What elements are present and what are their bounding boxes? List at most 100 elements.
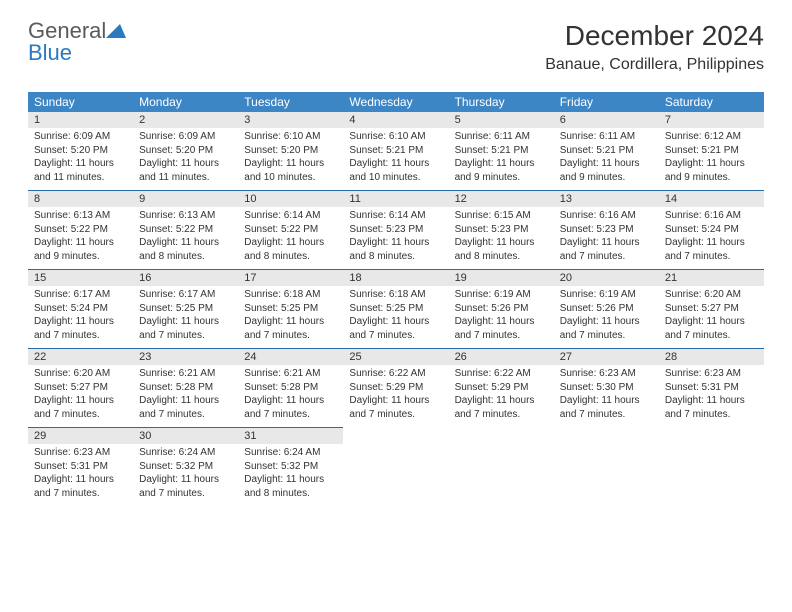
daylight-text-2: and 7 minutes. xyxy=(349,329,442,343)
daylight-text-1: Daylight: 11 hours xyxy=(34,394,127,408)
daylight-text-1: Daylight: 11 hours xyxy=(34,157,127,171)
sunset-text: Sunset: 5:25 PM xyxy=(349,302,442,316)
daylight-text-2: and 7 minutes. xyxy=(139,487,232,501)
date-number-cell: 2 xyxy=(133,112,238,128)
date-content-cell: Sunrise: 6:24 AMSunset: 5:32 PMDaylight:… xyxy=(238,444,343,506)
daylight-text-2: and 11 minutes. xyxy=(139,171,232,185)
date-number-cell: 9 xyxy=(133,191,238,208)
date-number-cell: 19 xyxy=(449,270,554,287)
date-content-row: Sunrise: 6:17 AMSunset: 5:24 PMDaylight:… xyxy=(28,286,764,349)
daylight-text-1: Daylight: 11 hours xyxy=(244,394,337,408)
daylight-text-1: Daylight: 11 hours xyxy=(349,315,442,329)
sunrise-text: Sunrise: 6:11 AM xyxy=(455,130,548,144)
brand-logo: General Blue xyxy=(28,20,126,64)
sunrise-text: Sunrise: 6:22 AM xyxy=(349,367,442,381)
daylight-text-1: Daylight: 11 hours xyxy=(560,315,653,329)
date-content-cell: Sunrise: 6:14 AMSunset: 5:23 PMDaylight:… xyxy=(343,207,448,270)
date-number-cell: 3 xyxy=(238,112,343,128)
day-header: Saturday xyxy=(659,92,764,112)
sunset-text: Sunset: 5:26 PM xyxy=(560,302,653,316)
daylight-text-2: and 7 minutes. xyxy=(244,408,337,422)
sunset-text: Sunset: 5:21 PM xyxy=(455,144,548,158)
daylight-text-1: Daylight: 11 hours xyxy=(139,157,232,171)
daylight-text-2: and 7 minutes. xyxy=(139,408,232,422)
date-number-cell: 16 xyxy=(133,270,238,287)
date-content-cell: Sunrise: 6:23 AMSunset: 5:30 PMDaylight:… xyxy=(554,365,659,428)
date-content-cell: Sunrise: 6:12 AMSunset: 5:21 PMDaylight:… xyxy=(659,128,764,191)
daylight-text-2: and 8 minutes. xyxy=(349,250,442,264)
sunset-text: Sunset: 5:21 PM xyxy=(665,144,758,158)
date-content-cell: Sunrise: 6:16 AMSunset: 5:24 PMDaylight:… xyxy=(659,207,764,270)
date-content-cell: Sunrise: 6:11 AMSunset: 5:21 PMDaylight:… xyxy=(449,128,554,191)
date-number-row: 15161718192021 xyxy=(28,270,764,287)
daylight-text-1: Daylight: 11 hours xyxy=(34,315,127,329)
daylight-text-1: Daylight: 11 hours xyxy=(665,236,758,250)
sunset-text: Sunset: 5:26 PM xyxy=(455,302,548,316)
daylight-text-2: and 9 minutes. xyxy=(34,250,127,264)
brand-triangle-icon xyxy=(106,18,126,43)
date-content-cell: Sunrise: 6:13 AMSunset: 5:22 PMDaylight:… xyxy=(28,207,133,270)
daylight-text-1: Daylight: 11 hours xyxy=(349,236,442,250)
daylight-text-1: Daylight: 11 hours xyxy=(244,236,337,250)
sunset-text: Sunset: 5:23 PM xyxy=(349,223,442,237)
date-number-cell: 8 xyxy=(28,191,133,208)
date-content-cell: Sunrise: 6:23 AMSunset: 5:31 PMDaylight:… xyxy=(659,365,764,428)
daylight-text-1: Daylight: 11 hours xyxy=(244,473,337,487)
daylight-text-1: Daylight: 11 hours xyxy=(560,236,653,250)
brand-part2: Blue xyxy=(28,40,72,65)
date-content-cell xyxy=(343,444,448,506)
brand-text: General Blue xyxy=(28,20,126,64)
date-number-cell: 29 xyxy=(28,428,133,445)
daylight-text-1: Daylight: 11 hours xyxy=(455,315,548,329)
date-number-cell: 6 xyxy=(554,112,659,128)
date-content-cell xyxy=(449,444,554,506)
daylight-text-1: Daylight: 11 hours xyxy=(34,473,127,487)
date-number-row: 293031 xyxy=(28,428,764,445)
sunrise-text: Sunrise: 6:20 AM xyxy=(665,288,758,302)
sunrise-text: Sunrise: 6:19 AM xyxy=(560,288,653,302)
date-number-cell: 26 xyxy=(449,349,554,366)
date-number-cell: 31 xyxy=(238,428,343,445)
location-subtitle: Banaue, Cordillera, Philippines xyxy=(545,56,764,74)
sunset-text: Sunset: 5:20 PM xyxy=(34,144,127,158)
daylight-text-2: and 7 minutes. xyxy=(665,408,758,422)
date-number-cell xyxy=(659,428,764,445)
sunset-text: Sunset: 5:32 PM xyxy=(244,460,337,474)
date-content-cell: Sunrise: 6:19 AMSunset: 5:26 PMDaylight:… xyxy=(449,286,554,349)
title-block: December 2024 Banaue, Cordillera, Philip… xyxy=(545,20,764,74)
sunrise-text: Sunrise: 6:21 AM xyxy=(244,367,337,381)
daylight-text-2: and 7 minutes. xyxy=(139,329,232,343)
date-content-cell: Sunrise: 6:09 AMSunset: 5:20 PMDaylight:… xyxy=(133,128,238,191)
date-number-cell: 12 xyxy=(449,191,554,208)
sunset-text: Sunset: 5:20 PM xyxy=(244,144,337,158)
daylight-text-1: Daylight: 11 hours xyxy=(244,157,337,171)
sunset-text: Sunset: 5:31 PM xyxy=(665,381,758,395)
sunrise-text: Sunrise: 6:21 AM xyxy=(139,367,232,381)
sunrise-text: Sunrise: 6:24 AM xyxy=(139,446,232,460)
sunset-text: Sunset: 5:29 PM xyxy=(455,381,548,395)
date-number-row: 891011121314 xyxy=(28,191,764,208)
sunrise-text: Sunrise: 6:09 AM xyxy=(34,130,127,144)
date-number-cell: 21 xyxy=(659,270,764,287)
sunrise-text: Sunrise: 6:14 AM xyxy=(244,209,337,223)
date-number-cell: 1 xyxy=(28,112,133,128)
daylight-text-1: Daylight: 11 hours xyxy=(455,157,548,171)
daylight-text-1: Daylight: 11 hours xyxy=(560,157,653,171)
daylight-text-2: and 8 minutes. xyxy=(244,487,337,501)
date-content-cell: Sunrise: 6:20 AMSunset: 5:27 PMDaylight:… xyxy=(28,365,133,428)
date-number-cell xyxy=(343,428,448,445)
sunrise-text: Sunrise: 6:11 AM xyxy=(560,130,653,144)
date-content-cell: Sunrise: 6:19 AMSunset: 5:26 PMDaylight:… xyxy=(554,286,659,349)
date-content-cell xyxy=(554,444,659,506)
sunset-text: Sunset: 5:28 PM xyxy=(139,381,232,395)
daylight-text-2: and 10 minutes. xyxy=(244,171,337,185)
sunrise-text: Sunrise: 6:16 AM xyxy=(560,209,653,223)
date-content-cell: Sunrise: 6:17 AMSunset: 5:24 PMDaylight:… xyxy=(28,286,133,349)
daylight-text-2: and 7 minutes. xyxy=(34,487,127,501)
sunrise-text: Sunrise: 6:10 AM xyxy=(349,130,442,144)
date-number-cell: 17 xyxy=(238,270,343,287)
sunrise-text: Sunrise: 6:12 AM xyxy=(665,130,758,144)
date-content-cell: Sunrise: 6:09 AMSunset: 5:20 PMDaylight:… xyxy=(28,128,133,191)
sunrise-text: Sunrise: 6:20 AM xyxy=(34,367,127,381)
sunset-text: Sunset: 5:21 PM xyxy=(349,144,442,158)
